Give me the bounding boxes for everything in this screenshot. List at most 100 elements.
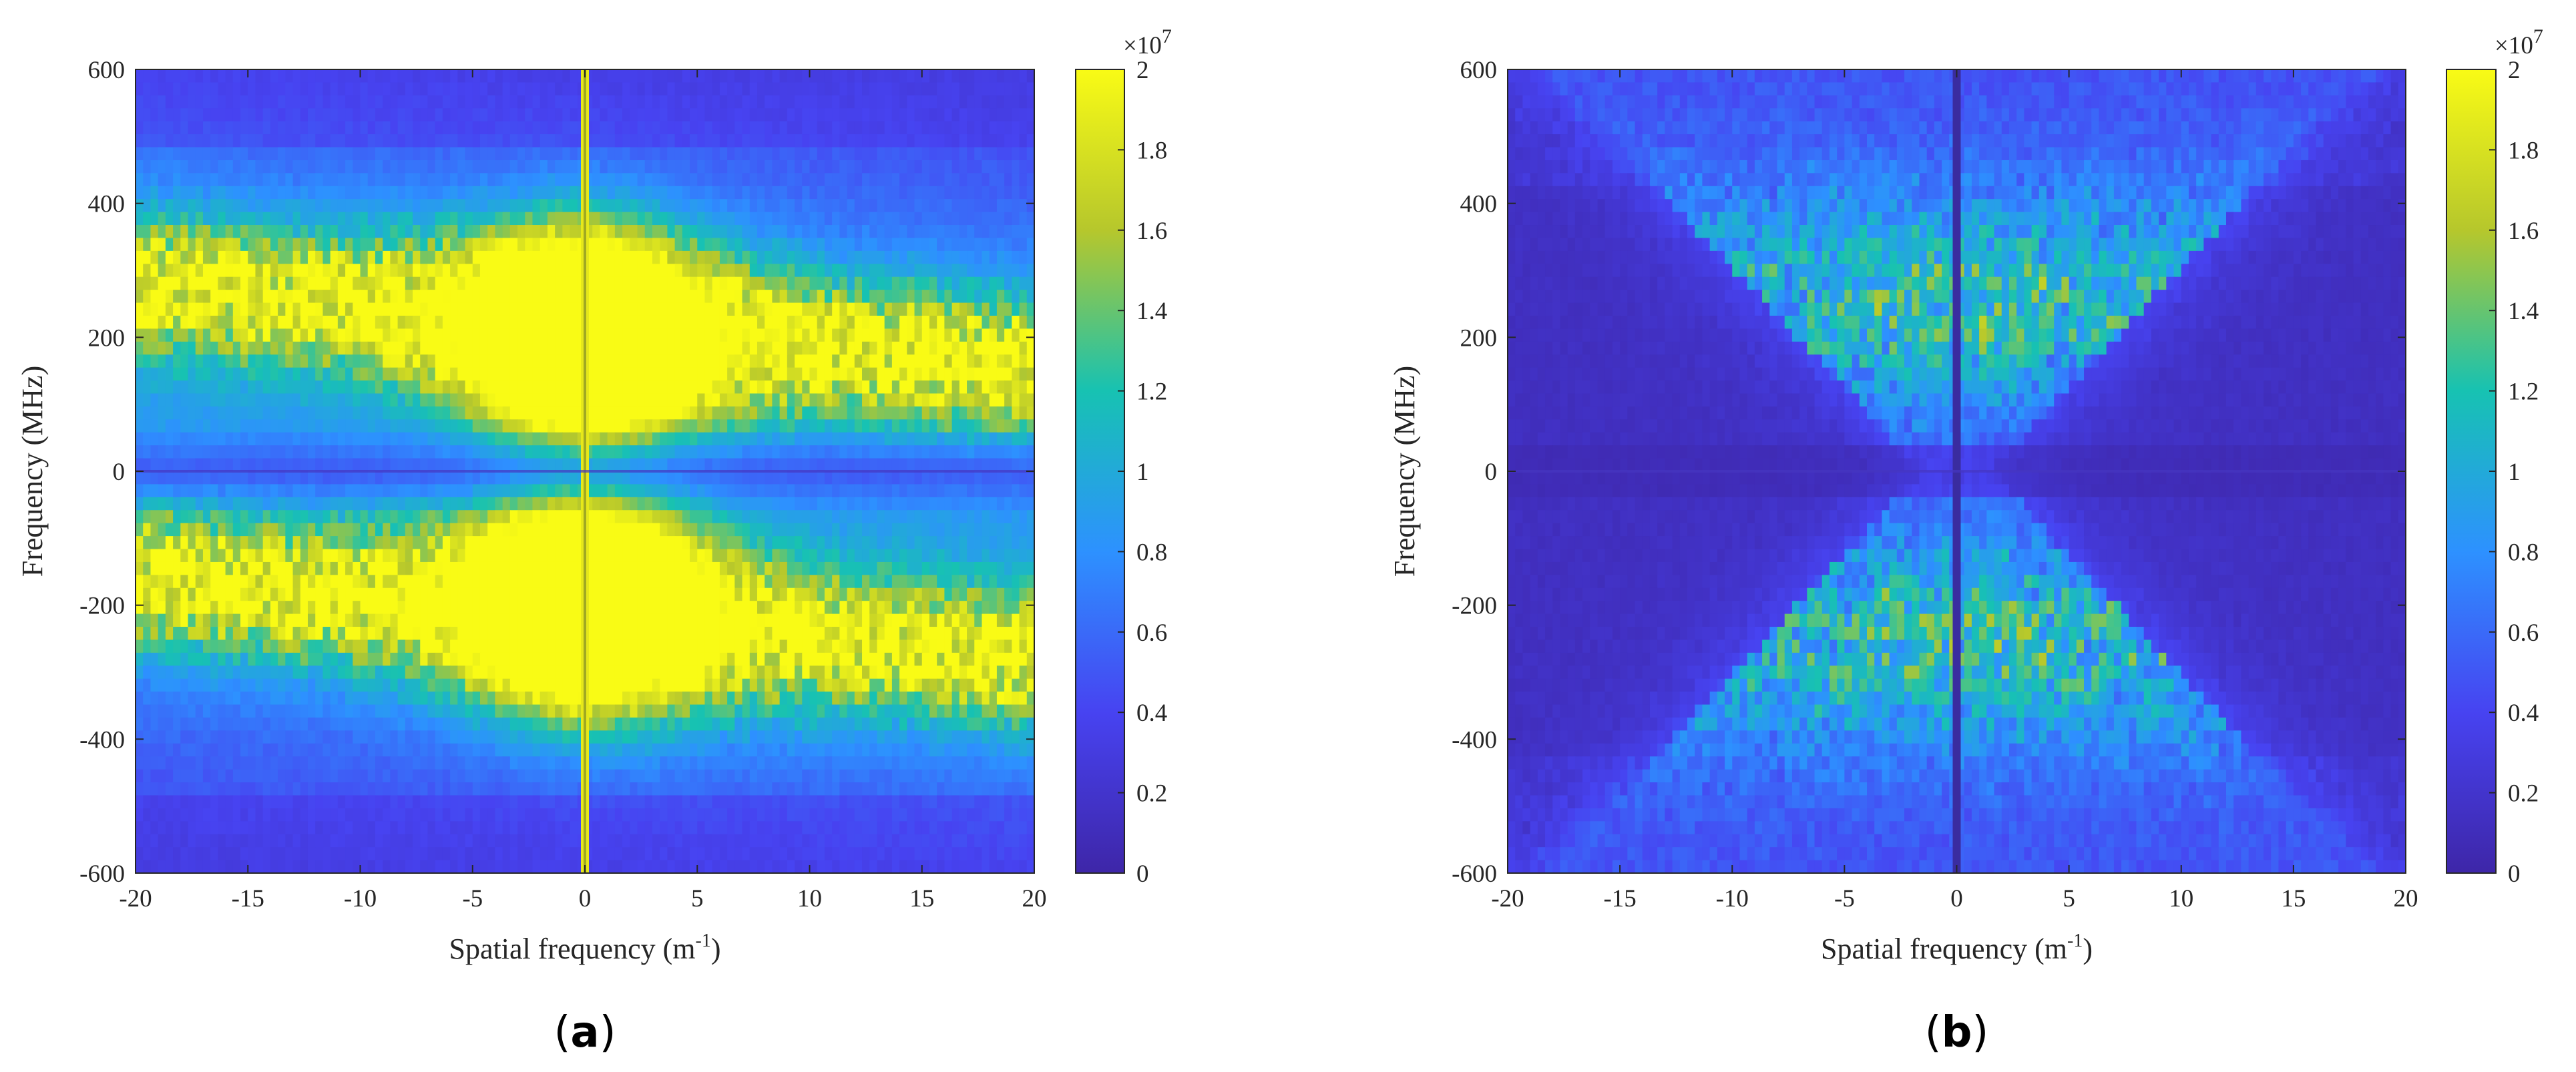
heatmap-cell (690, 458, 698, 472)
heatmap-cell (667, 238, 676, 252)
heatmap-cell (420, 549, 429, 563)
heatmap-cell (292, 212, 301, 226)
heatmap-cell (248, 82, 256, 96)
heatmap-cell (682, 315, 690, 329)
heatmap-cell (1026, 549, 1035, 563)
heatmap-cell (337, 108, 346, 122)
heatmap-cell (173, 549, 181, 563)
heatmap-cell (337, 601, 346, 615)
heatmap-cell (891, 354, 900, 368)
heatmap-cell (390, 367, 399, 381)
heatmap-cell (420, 471, 429, 485)
heatmap-cell (802, 445, 811, 459)
heatmap-cell (323, 601, 331, 615)
heatmap-cell (255, 445, 264, 459)
heatmap-cell (502, 264, 511, 278)
heatmap-cell (614, 458, 623, 472)
heatmap-cell (225, 471, 234, 485)
heatmap-cell (143, 147, 152, 161)
heatmap-cell (292, 484, 301, 498)
heatmap-cell (292, 134, 301, 148)
heatmap-cell (540, 225, 548, 239)
heatmap-cell (600, 549, 608, 563)
heatmap-cell (150, 302, 159, 316)
heatmap-cell (704, 225, 713, 239)
heatmap-cell (405, 199, 413, 213)
heatmap-cell (248, 393, 256, 407)
heatmap-cell (854, 82, 863, 96)
heatmap-cell (989, 419, 998, 433)
heatmap-cell (644, 134, 653, 148)
heatmap-cell (795, 587, 803, 601)
heatmap-cell (479, 561, 488, 575)
heatmap-cell (921, 484, 930, 498)
heatmap-cell (877, 121, 885, 135)
heatmap-cell (427, 95, 436, 109)
heatmap-cell (637, 290, 646, 304)
heatmap-cell (847, 536, 855, 550)
heatmap-cell (397, 160, 406, 174)
heatmap-cell (450, 82, 458, 96)
heatmap-cell (397, 354, 406, 368)
heatmap-cell (517, 575, 525, 589)
heatmap-cell (704, 250, 713, 264)
heatmap-cell (1026, 95, 1035, 109)
heatmap-cell (869, 587, 878, 601)
heatmap-cell (869, 186, 878, 200)
heatmap-cell (1019, 238, 1028, 252)
heatmap-cell (472, 561, 481, 575)
heatmap-cell (644, 575, 653, 589)
heatmap-cell (479, 212, 488, 226)
heatmap-cell (390, 575, 399, 589)
heatmap-cell (188, 393, 196, 407)
heatmap-cell (262, 536, 271, 550)
heatmap-cell (757, 432, 765, 446)
heatmap-cell (337, 587, 346, 601)
heatmap-cell (704, 549, 713, 563)
heatmap-cell (697, 276, 706, 290)
heatmap-cell (427, 264, 436, 278)
heatmap-cell (592, 419, 601, 433)
heatmap-cell (824, 212, 833, 226)
heatmap-cell (982, 367, 990, 381)
heatmap-cell (570, 212, 578, 226)
heatmap-cell (509, 290, 518, 304)
heatmap-cell (967, 199, 975, 213)
heatmap-cell (630, 173, 638, 187)
heatmap-cell (921, 587, 930, 601)
heatmap-cell (592, 510, 601, 524)
heatmap-cell (772, 549, 781, 563)
heatmap-cell (450, 212, 458, 226)
heatmap-cell (570, 432, 578, 446)
heatmap-cell (255, 276, 264, 290)
heatmap-cell (614, 575, 623, 589)
heatmap-cell (390, 328, 399, 342)
heatmap-cell (570, 69, 578, 83)
heatmap-cell (614, 471, 623, 485)
heatmap-cell (375, 328, 383, 342)
heatmap-cell (375, 510, 383, 524)
heatmap-cell (974, 147, 983, 161)
heatmap-cell (232, 290, 241, 304)
heatmap-cell (809, 458, 818, 472)
heatmap-cell (914, 549, 923, 563)
heatmap-cell (570, 186, 578, 200)
heatmap-cell (307, 328, 316, 342)
heatmap-cell (622, 108, 630, 122)
heatmap-cell (944, 82, 953, 96)
heatmap-cell (150, 510, 159, 524)
heatmap-cell (240, 561, 248, 575)
heatmap-cell (375, 561, 383, 575)
heatmap-cell (509, 134, 518, 148)
heatmap-cell (974, 393, 983, 407)
heatmap-cell (487, 147, 495, 161)
heatmap-cell (951, 471, 960, 485)
heatmap-cell (592, 276, 601, 290)
heatmap-cell (487, 549, 495, 563)
heatmap-cell (967, 276, 975, 290)
heatmap-cell (996, 523, 1005, 537)
heatmap-cell (944, 212, 953, 226)
heatmap-cell (944, 147, 953, 161)
heatmap-cell (240, 108, 248, 122)
heatmap-cell (413, 380, 421, 394)
